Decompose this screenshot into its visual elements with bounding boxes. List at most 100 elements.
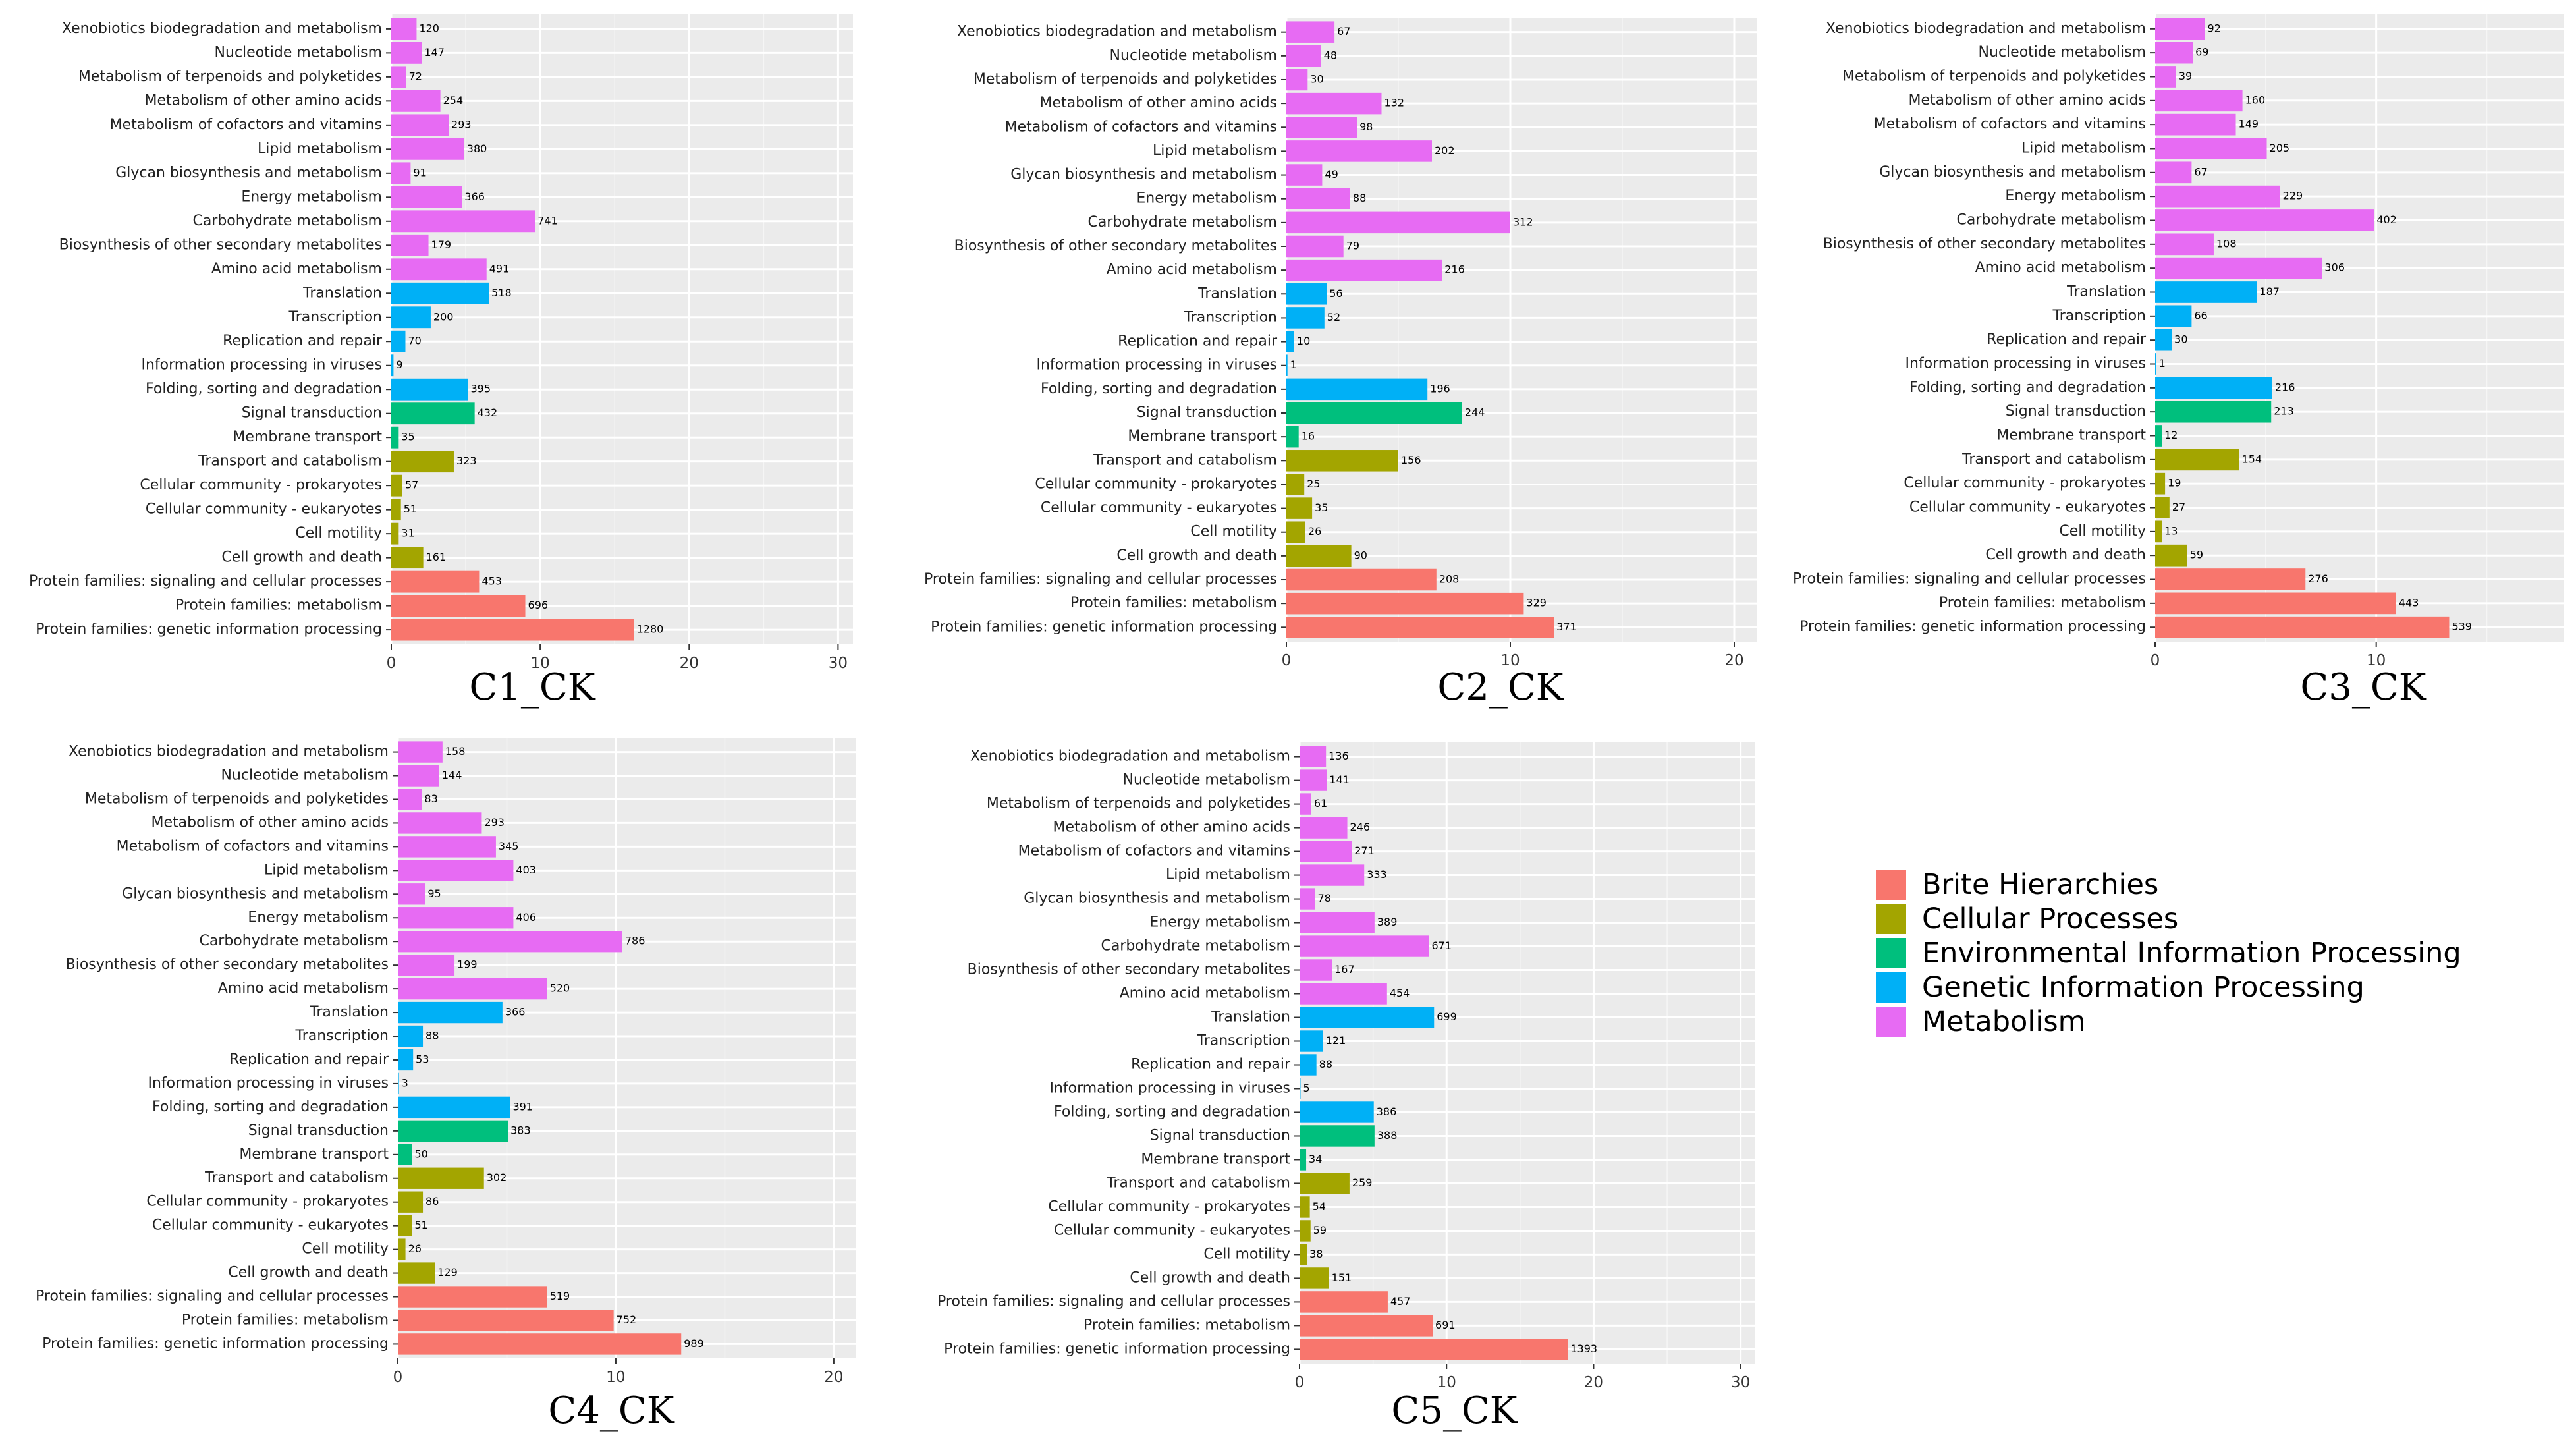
plot-background xyxy=(391,14,853,644)
category-label: Cell motility xyxy=(302,1241,389,1258)
category-label: Protein families: genetic information pr… xyxy=(1799,619,2146,635)
bar xyxy=(1286,140,1432,162)
data-label: 147 xyxy=(424,46,445,59)
bar xyxy=(1300,817,1348,839)
legend-swatch xyxy=(1876,938,1906,968)
bar xyxy=(1300,1220,1311,1242)
category-label: Cellular community - prokaryotes xyxy=(1035,476,1277,492)
data-label: 205 xyxy=(2270,142,2290,154)
bar xyxy=(391,18,417,40)
bar xyxy=(391,210,535,233)
category-label: Cell growth and death xyxy=(1116,547,1277,564)
chart-panel-4: Xenobiotics biodegradation and metabolis… xyxy=(36,738,856,1432)
bar xyxy=(2155,18,2205,40)
x-tick-label: 20 xyxy=(1584,1374,1603,1391)
category-label: Nucleotide metabolism xyxy=(221,767,389,784)
bar xyxy=(391,426,399,449)
data-label: 216 xyxy=(1444,263,1465,276)
legend-label: Genetic Information Processing xyxy=(1922,971,2365,1004)
category-label: Replication and repair xyxy=(1131,1056,1291,1072)
category-label: Signal transduction xyxy=(1150,1127,1290,1144)
bar xyxy=(1286,450,1398,472)
bar xyxy=(1300,1149,1307,1171)
bar xyxy=(1286,21,1335,43)
data-label: 671 xyxy=(1431,939,1452,952)
category-label: Carbohydrate metabolism xyxy=(199,933,389,949)
data-label: 16 xyxy=(1302,430,1315,443)
bar xyxy=(398,860,514,881)
data-label: 518 xyxy=(491,287,512,299)
category-label: Metabolism of cofactors and vitamins xyxy=(1018,843,1290,860)
category-label: Cellular community - eukaryotes xyxy=(1054,1222,1290,1238)
bar xyxy=(1286,117,1357,138)
legend: Brite Hierarchies Cellular Processes Envir… xyxy=(1876,868,2461,1039)
bar xyxy=(391,547,424,569)
category-label: Translation xyxy=(309,1004,389,1020)
data-label: 380 xyxy=(467,142,487,155)
category-label: Cell motility xyxy=(1203,1246,1290,1262)
bar xyxy=(2155,138,2267,159)
data-label: 989 xyxy=(684,1337,704,1350)
category-label: Transport and catabolism xyxy=(1106,1175,1290,1191)
bar xyxy=(2155,281,2257,303)
data-label: 199 xyxy=(457,958,478,971)
category-label: Protein families: signaling and cellular… xyxy=(1793,571,2146,588)
data-label: 229 xyxy=(2283,190,2303,202)
data-label: 92 xyxy=(2208,22,2221,34)
data-label: 158 xyxy=(445,745,466,758)
category-label: Amino acid metabolism xyxy=(218,980,389,997)
bar xyxy=(398,765,439,787)
category-label: Membrane transport xyxy=(1996,428,2146,444)
category-label: Cell growth and death xyxy=(1130,1269,1290,1286)
category-label: Replication and repair xyxy=(1987,331,2147,348)
bar xyxy=(1300,1244,1307,1265)
data-label: 69 xyxy=(2195,46,2208,59)
data-label: 30 xyxy=(1310,72,1323,85)
category-label: Transport and catabolism xyxy=(1093,452,1277,468)
data-label: 366 xyxy=(464,190,485,203)
category-label: Glycan biosynthesis and metabolism xyxy=(122,885,389,902)
category-label: Biosynthesis of other secondary metaboli… xyxy=(954,238,1277,254)
data-label: 120 xyxy=(419,22,439,34)
chart-title: C5_CK xyxy=(1391,1389,1518,1432)
bar xyxy=(1286,354,1288,376)
data-label: 61 xyxy=(1314,797,1327,810)
data-label: 149 xyxy=(2239,118,2259,130)
category-label: Metabolism of other amino acids xyxy=(1053,819,1291,836)
category-label: Information processing in viruses xyxy=(1049,1080,1290,1096)
data-label: 54 xyxy=(1313,1200,1326,1213)
bar xyxy=(2155,305,2192,327)
data-label: 79 xyxy=(1346,239,1359,252)
data-label: 160 xyxy=(2245,94,2266,106)
data-label: 179 xyxy=(431,238,452,251)
data-label: 26 xyxy=(1308,525,1321,538)
data-label: 329 xyxy=(1526,597,1547,609)
legend-item: Metabolism xyxy=(1876,1005,2461,1039)
bar xyxy=(1300,912,1375,933)
category-label: Protein families: signaling and cellular… xyxy=(29,573,382,590)
category-label: Protein families: metabolism xyxy=(1070,595,1277,611)
bar xyxy=(391,282,489,304)
x-tick-label: 10 xyxy=(606,1369,625,1386)
category-label: Cellular community - eukaryotes xyxy=(1909,499,2146,516)
bar xyxy=(2155,329,2172,351)
bar xyxy=(1300,1267,1329,1289)
chart-title: C3_CK xyxy=(2300,666,2426,709)
category-label: Membrane transport xyxy=(239,1146,389,1163)
category-label: Glycan biosynthesis and metabolism xyxy=(115,165,382,181)
data-label: 454 xyxy=(1390,987,1410,999)
data-label: 395 xyxy=(470,383,491,395)
chart-panel-5: Xenobiotics biodegradation and metabolis… xyxy=(937,742,1755,1432)
data-label: 108 xyxy=(2216,237,2237,250)
data-label: 86 xyxy=(425,1195,439,1207)
category-label: Information processing in viruses xyxy=(141,357,382,374)
data-label: 136 xyxy=(1329,750,1349,762)
data-label: 83 xyxy=(424,792,437,805)
data-label: 200 xyxy=(433,310,454,323)
chart-title: C1_CK xyxy=(469,666,595,709)
category-label: Transcription xyxy=(1184,309,1278,325)
chart-panel-3: Xenobiotics biodegradation and metabolis… xyxy=(1793,14,2564,709)
bar xyxy=(398,741,443,763)
data-label: 167 xyxy=(1334,963,1355,976)
data-label: 144 xyxy=(442,769,462,781)
